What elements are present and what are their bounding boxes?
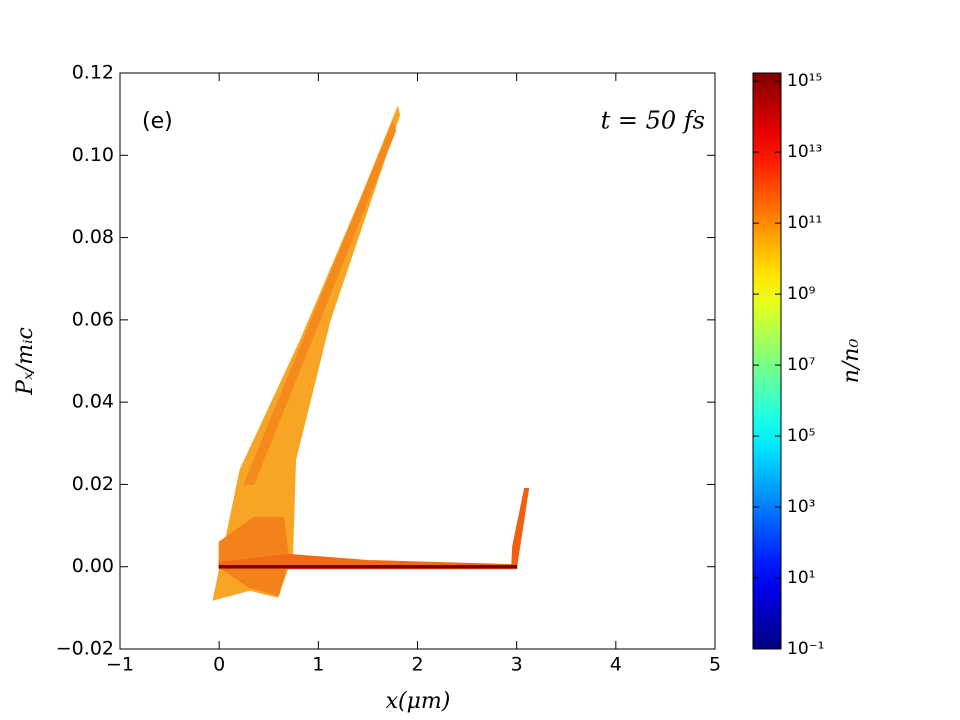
y-tick-label: −0.02 (56, 638, 114, 660)
colorbar-tick-label: 10³ (787, 497, 815, 517)
y-tick-label: 0.08 (72, 226, 114, 248)
y-tick-label: 0.10 (72, 144, 114, 166)
x-tick-label: 1 (312, 654, 324, 676)
colorbar-tick-label: 10¹³ (787, 142, 822, 162)
y-tick-label: 0.00 (72, 555, 114, 577)
y-tick-label: 0.04 (72, 391, 114, 413)
y-tick-label: 0.12 (72, 62, 114, 84)
colorbar (752, 72, 782, 650)
density-region (218, 564, 518, 569)
colorbar-tick-label: 10⁵ (787, 426, 815, 446)
y-axis-label: Pₓ/mᵢc (13, 327, 38, 396)
colorbar-tick-label: 10⁻¹ (787, 639, 824, 659)
colorbar-tick-label: 10⁹ (787, 284, 816, 304)
colorbar-tick-label: 10¹⁵ (787, 71, 822, 91)
x-axis-label: x(μm) (386, 689, 451, 714)
plot-area (212, 105, 530, 601)
x-tick-label: −1 (106, 654, 134, 676)
x-tick-label: 0 (213, 654, 225, 676)
density-region (243, 120, 397, 485)
time-label: t = 50 fs (601, 107, 705, 135)
density-region (218, 516, 290, 597)
y-tick-label: 0.06 (72, 308, 114, 330)
colorbar-tick-label: 10¹¹ (787, 213, 822, 233)
colorbar-tick-label: 10¹ (787, 568, 815, 588)
x-tick-label: 5 (709, 654, 721, 676)
colorbar-label: n/n₀ (839, 339, 864, 384)
colorbar-tick-label: 10⁷ (787, 355, 816, 375)
density-region (511, 488, 530, 568)
x-tick-label: 2 (411, 654, 423, 676)
x-tick-label: 3 (511, 654, 523, 676)
y-tick-label: 0.02 (72, 473, 114, 495)
x-tick-label: 4 (610, 654, 622, 676)
panel-label: (e) (142, 109, 173, 134)
